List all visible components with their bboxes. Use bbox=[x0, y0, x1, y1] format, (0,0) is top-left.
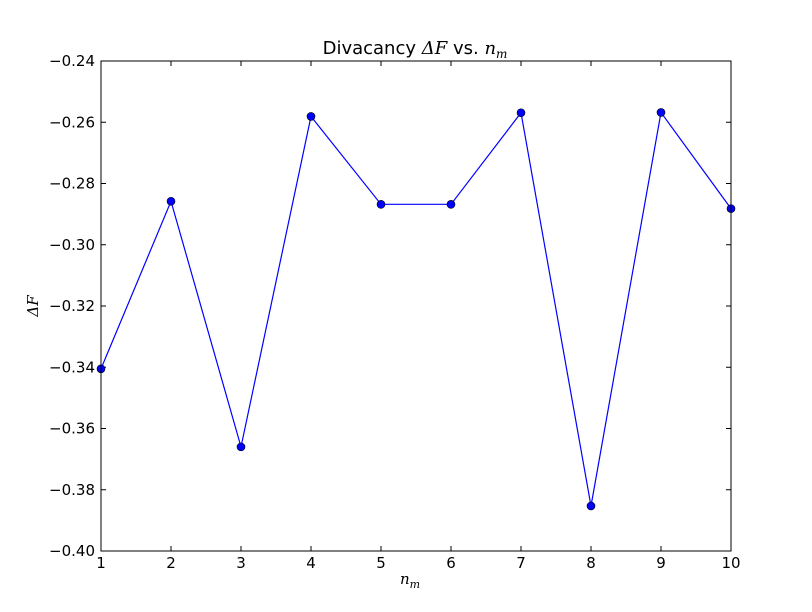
x-tick-label: 2 bbox=[166, 554, 176, 572]
y-axis-label: ΔF bbox=[24, 295, 42, 318]
series-line bbox=[100, 110, 732, 507]
chart-title: Divacancy ΔF vs. nm bbox=[323, 38, 508, 61]
data-point bbox=[656, 108, 666, 117]
data-point bbox=[236, 442, 246, 452]
data-point bbox=[306, 112, 316, 121]
x-axis-label: nm bbox=[400, 570, 420, 591]
y-tick-label: −0.28 bbox=[49, 175, 95, 193]
title-math-delta-f: ΔF bbox=[421, 38, 449, 59]
y-tick-label: −0.38 bbox=[49, 481, 95, 499]
y-tick-label: −0.40 bbox=[49, 542, 95, 560]
y-ticks: −0.40 −0.38 −0.36 −0.34 −0.32 −0.30 −0.28 −0.26… bbox=[49, 52, 731, 560]
title-middle: vs. bbox=[447, 38, 484, 59]
data-point bbox=[376, 200, 386, 209]
x-ticks: 1 2 3 4 5 6 7 8 9 10 bbox=[96, 61, 741, 572]
title-math-n: n bbox=[484, 38, 496, 59]
data-point bbox=[446, 200, 456, 209]
title-math-sub: m bbox=[496, 47, 507, 61]
y-tick-label: −0.34 bbox=[49, 358, 95, 376]
series-layer bbox=[96, 108, 736, 511]
x-axis-label-main: n bbox=[400, 570, 410, 588]
y-tick-label: −0.36 bbox=[49, 420, 95, 438]
x-tick-label: 6 bbox=[446, 554, 456, 572]
data-point bbox=[586, 501, 596, 511]
x-axis-label-sub: m bbox=[410, 578, 420, 591]
y-tick-label: −0.24 bbox=[49, 52, 95, 70]
x-tick-label: 3 bbox=[236, 554, 246, 572]
x-tick-label: 9 bbox=[656, 554, 666, 572]
x-tick-label: 10 bbox=[721, 554, 740, 572]
data-point bbox=[166, 196, 176, 206]
plot-area bbox=[101, 61, 731, 551]
y-tick-label: −0.32 bbox=[49, 297, 95, 315]
y-tick-label: −0.26 bbox=[49, 113, 95, 131]
y-tick-label: −0.30 bbox=[49, 236, 95, 254]
x-tick-label: 7 bbox=[516, 554, 526, 572]
x-tick-label: 8 bbox=[586, 554, 596, 572]
title-prefix: Divacancy bbox=[323, 38, 422, 59]
x-tick-label: 4 bbox=[306, 554, 316, 572]
plot-frame bbox=[100, 60, 732, 552]
x-tick-label: 5 bbox=[376, 554, 386, 572]
data-point bbox=[516, 108, 526, 118]
x-tick-label: 1 bbox=[96, 554, 106, 572]
